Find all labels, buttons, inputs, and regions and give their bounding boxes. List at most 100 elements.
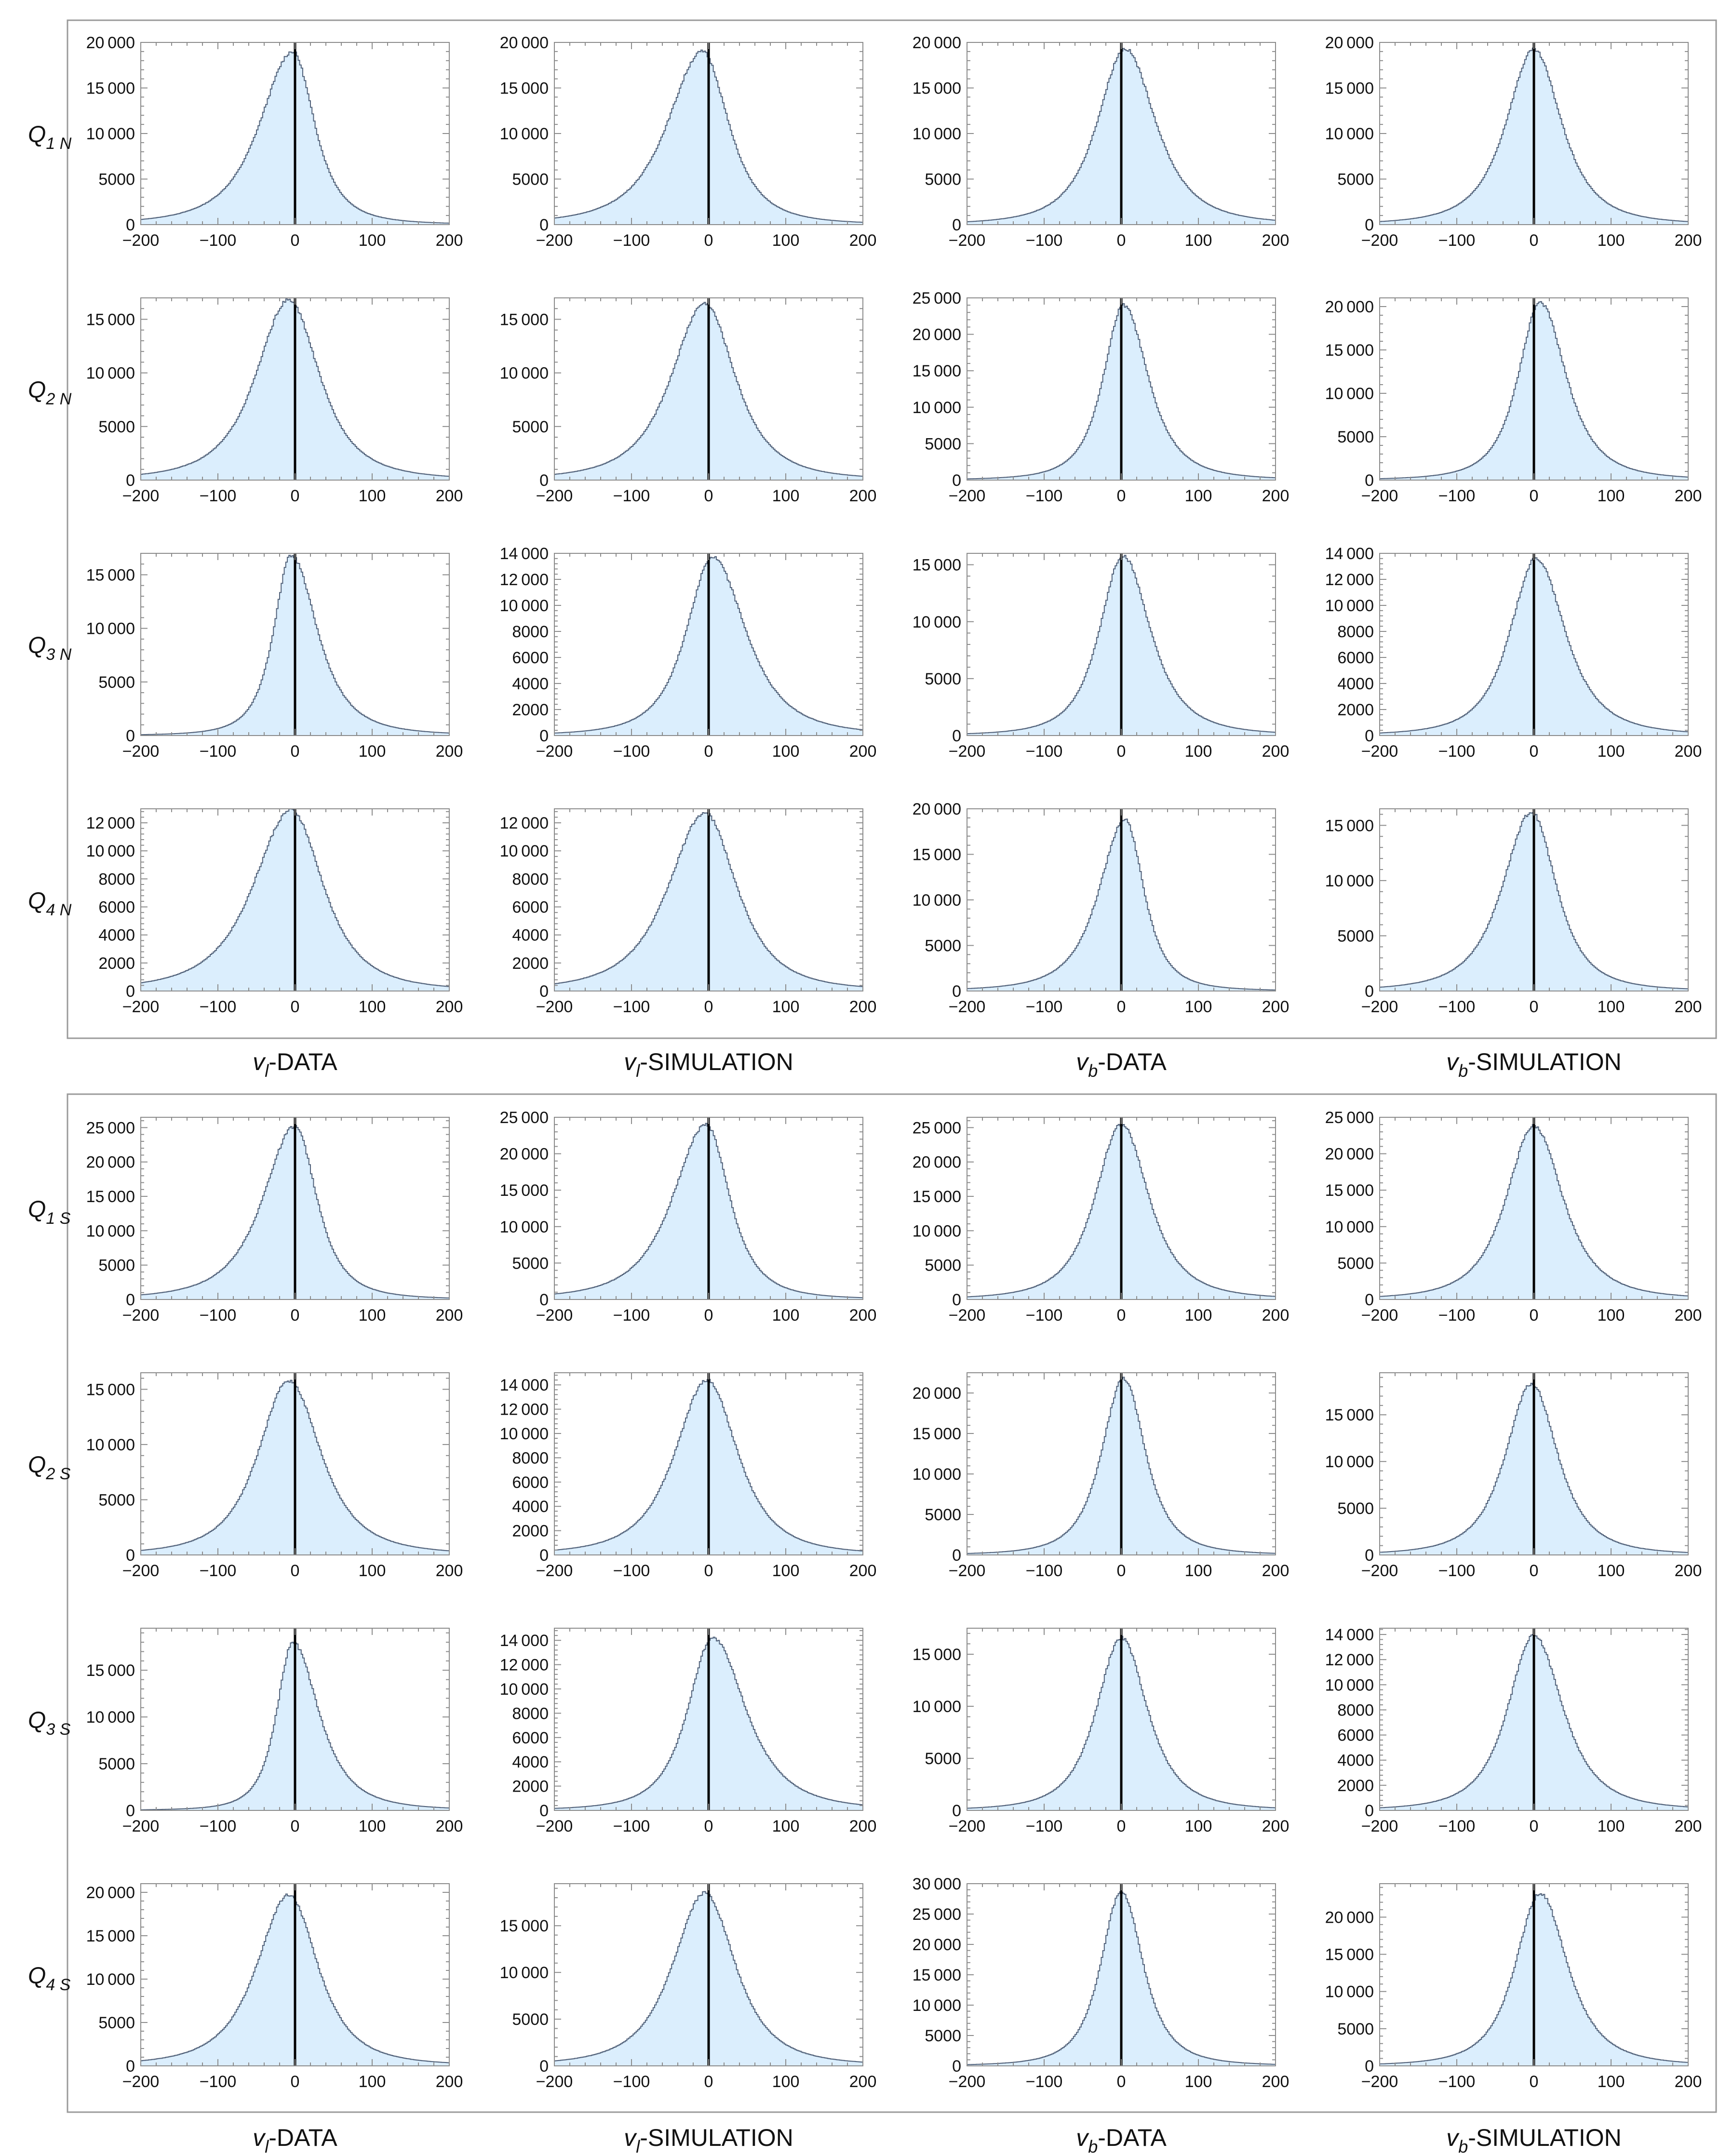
x-tick-label: 0 xyxy=(1530,1562,1539,1580)
histogram-panel-7: −200 −100 0 100 200 0 5000 10 000 15 000 20 000 25… xyxy=(913,289,1290,505)
x-tick-label: 0 xyxy=(704,1306,713,1325)
y-tick-label: 6000 xyxy=(512,649,549,667)
y-tick-label: 0 xyxy=(126,727,135,745)
x-tick-label: 100 xyxy=(1598,2073,1625,2091)
y-tick-label: 8000 xyxy=(512,1704,549,1723)
y-tick-label: 10 000 xyxy=(86,125,135,143)
y-tick-label: 5000 xyxy=(98,1257,135,1275)
x-tick-label: −200 xyxy=(122,742,160,761)
y-tick-label: 15 000 xyxy=(913,1425,961,1443)
y-tick-label: 12 000 xyxy=(1325,1651,1374,1669)
y-tick-label: 8000 xyxy=(512,870,549,888)
y-tick-label: 12 000 xyxy=(1325,571,1374,589)
y-tick-label: 4000 xyxy=(512,926,549,945)
x-tick-label: 100 xyxy=(1598,742,1625,761)
y-tick-label: 15 000 xyxy=(1325,341,1374,360)
column-label-2-2: vl-SIMULATION xyxy=(624,2124,793,2156)
y-tick-label: 15 000 xyxy=(913,80,961,98)
y-tick-label: 20 000 xyxy=(913,326,961,344)
histogram-panel-4: −200 −100 0 100 200 0 5000 10 000 15 000 20 000 xyxy=(1325,34,1702,250)
x-tick-label: −200 xyxy=(949,231,986,250)
x-tick-label: 200 xyxy=(849,487,877,505)
x-tick-label: 200 xyxy=(1262,1306,1290,1325)
x-tick-label: 100 xyxy=(772,742,800,761)
y-tick-label: 15 000 xyxy=(86,566,135,584)
x-tick-label: 200 xyxy=(1262,1562,1290,1580)
y-tick-label: 0 xyxy=(1365,1802,1374,1820)
y-tick-label: 2000 xyxy=(512,1778,549,1796)
y-tick-label: 15 000 xyxy=(500,310,549,329)
x-tick-label: −200 xyxy=(1361,2073,1398,2091)
x-tick-label: 200 xyxy=(436,1306,463,1325)
y-tick-label: 15 000 xyxy=(500,1917,549,1935)
x-tick-label: −100 xyxy=(1438,1306,1476,1325)
row-label-1-2: Q2 N xyxy=(28,377,72,408)
y-tick-label: 15 000 xyxy=(1325,1946,1374,1964)
x-tick-label: 100 xyxy=(1185,231,1212,250)
column-label-2-3: vb-DATA xyxy=(1076,2124,1167,2156)
y-tick-label: 15 000 xyxy=(913,846,961,864)
y-tick-label: 0 xyxy=(539,727,549,745)
x-tick-label: 200 xyxy=(1675,998,1702,1016)
histogram-panel-17: −200 −100 0 100 200 0 5000 10 000 15 000 20 000 25… xyxy=(86,1117,463,1325)
y-tick-label: 0 xyxy=(539,216,549,234)
x-tick-label: 0 xyxy=(1117,487,1126,505)
x-tick-label: 200 xyxy=(436,487,463,505)
column-label-2-4: vb-SIMULATION xyxy=(1446,2124,1622,2156)
y-tick-label: 0 xyxy=(126,1291,135,1309)
y-tick-label: 20 000 xyxy=(86,1884,135,1902)
y-tick-label: 15 000 xyxy=(913,1646,961,1664)
y-tick-label: 0 xyxy=(539,982,549,1001)
x-tick-label: −100 xyxy=(1438,487,1476,505)
x-tick-label: 100 xyxy=(359,2073,386,2091)
x-tick-label: 100 xyxy=(359,1817,386,1835)
x-tick-label: 200 xyxy=(1675,1562,1702,1580)
y-tick-label: 14 000 xyxy=(1325,1626,1374,1644)
y-tick-label: 0 xyxy=(952,216,961,234)
x-tick-label: −100 xyxy=(200,231,237,250)
histogram-panel-11: −200 −100 0 100 200 0 5000 10 000 15 000 xyxy=(913,553,1289,761)
y-tick-label: 5000 xyxy=(512,2010,549,2029)
x-tick-label: 100 xyxy=(359,742,386,761)
y-tick-label: 5000 xyxy=(925,1257,961,1275)
x-tick-label: −200 xyxy=(536,742,573,761)
x-tick-label: −100 xyxy=(1026,742,1063,761)
x-tick-label: −100 xyxy=(1438,231,1476,250)
y-tick-label: 0 xyxy=(1365,471,1374,490)
x-tick-label: −100 xyxy=(200,1817,237,1835)
column-label-1-4: vb-SIMULATION xyxy=(1446,1048,1622,1081)
x-tick-label: 100 xyxy=(1598,998,1625,1016)
x-tick-label: 0 xyxy=(1530,1817,1539,1835)
y-tick-label: 6000 xyxy=(1337,649,1374,667)
x-tick-label: 0 xyxy=(1117,1817,1126,1835)
y-tick-label: 15 000 xyxy=(913,556,961,575)
y-tick-label: 20 000 xyxy=(86,1153,135,1172)
y-tick-label: 10 000 xyxy=(1325,597,1374,615)
y-tick-label: 25 000 xyxy=(913,1905,961,1924)
y-tick-label: 12 000 xyxy=(500,1401,549,1419)
y-tick-label: 25 000 xyxy=(500,1109,549,1127)
y-tick-label: 5000 xyxy=(925,435,961,453)
y-tick-label: 10 000 xyxy=(913,1222,961,1240)
x-tick-label: 200 xyxy=(849,998,877,1016)
y-tick-label: 30 000 xyxy=(913,1875,961,1893)
y-tick-label: 8000 xyxy=(98,870,135,888)
y-tick-label: 5000 xyxy=(98,673,135,692)
histogram-panel-24: −200 −100 0 100 200 0 5000 10 000 15 000 xyxy=(1325,1372,1702,1580)
y-tick-label: 10 000 xyxy=(86,364,135,383)
y-tick-label: 2000 xyxy=(1337,701,1374,719)
x-tick-label: 0 xyxy=(291,998,300,1016)
y-tick-label: 5000 xyxy=(925,2027,961,2045)
x-tick-label: −200 xyxy=(536,1562,573,1580)
x-tick-label: 100 xyxy=(772,1562,800,1580)
y-tick-label: 0 xyxy=(126,982,135,1001)
x-tick-label: 200 xyxy=(1675,742,1702,761)
x-tick-label: −100 xyxy=(613,1562,650,1580)
y-tick-label: 10 000 xyxy=(913,1698,961,1716)
y-tick-label: 10 000 xyxy=(500,597,549,615)
x-tick-label: −100 xyxy=(200,2073,237,2091)
x-tick-label: 100 xyxy=(1185,487,1212,505)
